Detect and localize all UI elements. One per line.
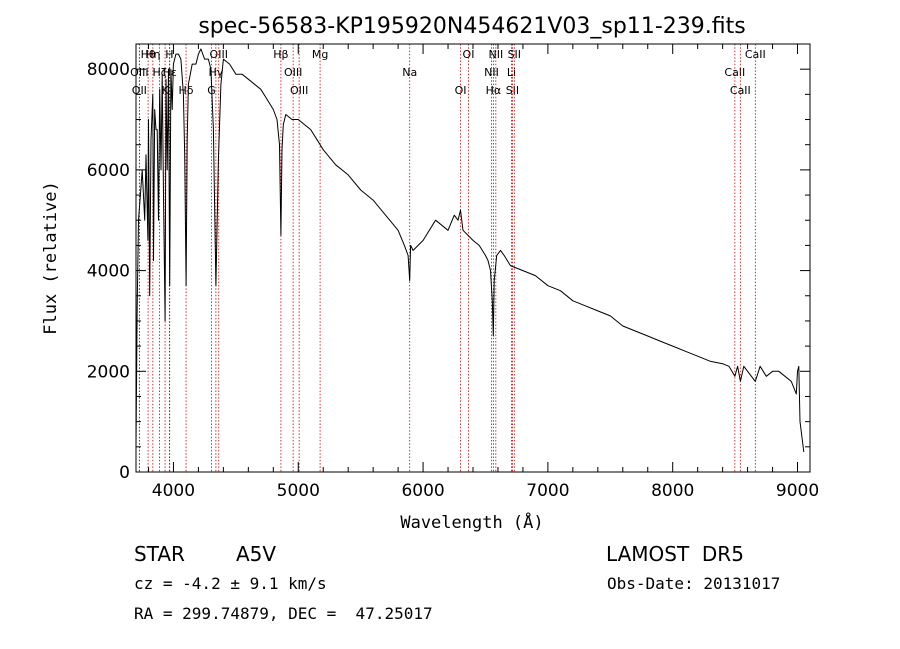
line-label: NII — [484, 66, 499, 79]
y-tick-label: 0 — [119, 463, 130, 483]
line-label: SII — [508, 48, 521, 61]
line-label: Hα — [486, 84, 502, 97]
y-tick-label: 2000 — [87, 362, 130, 382]
plot-frame — [135, 43, 811, 473]
line-label: CaII — [724, 66, 745, 79]
line-label: Mg — [312, 48, 328, 61]
line-label: Na — [402, 66, 417, 79]
x-axis-label: Wavelength (Å) — [400, 511, 543, 533]
line-label: Hθ — [141, 48, 156, 61]
y-tick-label: 6000 — [87, 161, 130, 181]
survey-label: LAMOST DR5 — [606, 542, 744, 566]
line-label: OI — [455, 84, 467, 97]
line-label: Hε — [163, 66, 177, 79]
obs-date: Obs-Date: 20131017 — [607, 574, 781, 593]
x-tick-label: 5000 — [277, 481, 320, 501]
x-tick-label: 9000 — [776, 481, 819, 501]
line-label: Hη — [145, 48, 160, 61]
line-label: OIII — [290, 84, 308, 97]
line-label: OII — [132, 84, 147, 97]
y-tick-label: 8000 — [87, 60, 130, 80]
x-tick-label: 7000 — [526, 481, 569, 501]
line-label: CaII — [730, 84, 751, 97]
coordinates: RA = 299.74879, DEC = 47.25017 — [134, 604, 433, 623]
line-label: Hγ — [208, 66, 223, 79]
line-label: SII — [506, 84, 519, 97]
y-axis-label: Flux (relative) — [41, 181, 61, 335]
line-label: Hζ — [152, 66, 166, 79]
line-label: OI — [463, 48, 475, 61]
object-class: STAR — [134, 542, 185, 566]
line-label: OIII — [210, 48, 228, 61]
redshift-text: cz = -4.2 ± 9.1 km/s — [134, 574, 327, 593]
line-label: Li — [507, 66, 516, 79]
spectrum-chart: spec-56583-KP195920N454621V03_sp11-239.f… — [41, 14, 819, 533]
line-label: Hδ — [179, 84, 194, 97]
y-tick-label: 4000 — [87, 262, 130, 282]
line-label: OIII — [284, 66, 302, 79]
axis-ticks: 4000 5000 6000 7000 8000 9000 0 2000 4000 6000 800… — [87, 44, 819, 501]
series-layer — [135, 48, 805, 452]
x-tick-label: 4000 — [152, 481, 195, 501]
spectral-subclass: A5V — [236, 542, 277, 566]
line-label: CaII — [745, 48, 766, 61]
x-tick-label: 6000 — [401, 481, 444, 501]
spectrum-line — [135, 48, 805, 452]
chart-title: spec-56583-KP195920N454621V03_sp11-239.f… — [198, 14, 745, 39]
line-label: NII — [488, 48, 503, 61]
x-tick-label: 8000 — [651, 481, 694, 501]
line-markers: HθOIIIOIIHηHζKHHεHδOIIIHγGHβOIIIOIIIMgNa… — [130, 44, 766, 472]
line-label: Hβ — [273, 48, 288, 61]
